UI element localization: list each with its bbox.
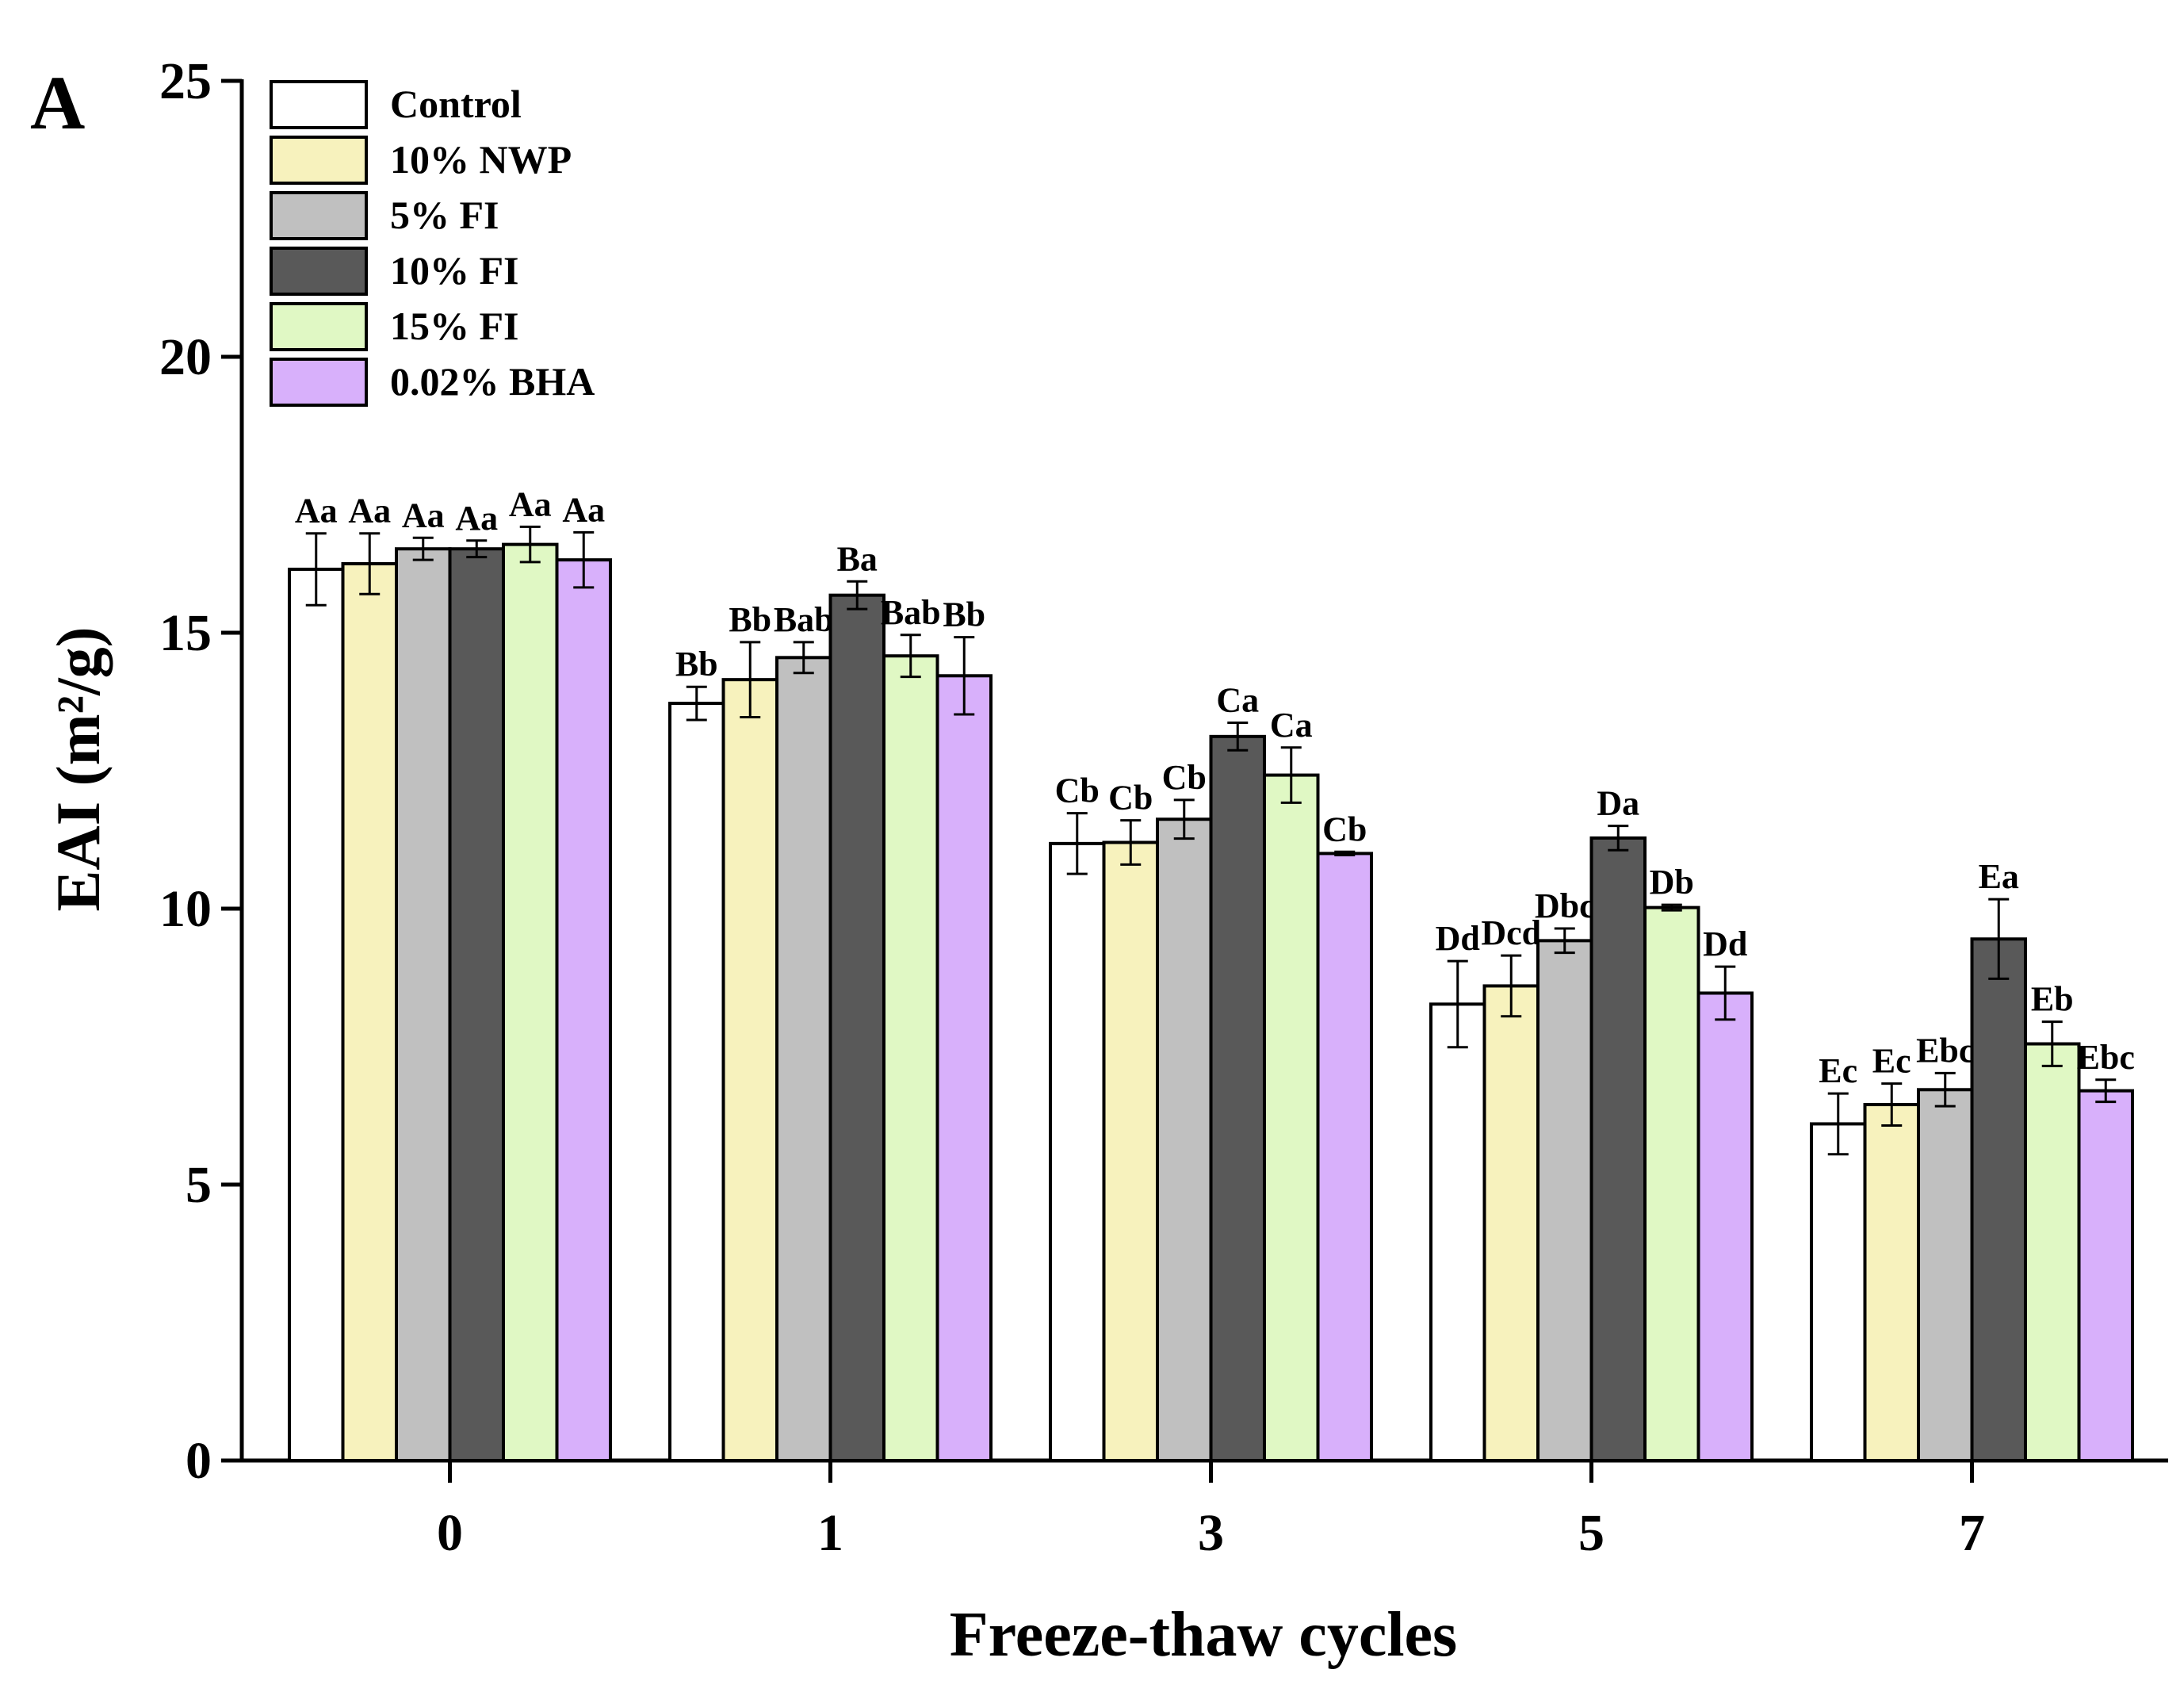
data-label: Bab	[774, 600, 834, 639]
data-label: Aa	[455, 499, 498, 538]
bar	[288, 567, 345, 1463]
y-tick-label: 25	[159, 52, 212, 110]
data-label: Ebc	[2077, 1038, 2135, 1077]
data-label: Bb	[943, 595, 985, 634]
legend-entry: Control	[390, 82, 522, 126]
data-label: Da	[1597, 784, 1639, 823]
bar	[2024, 1042, 2081, 1462]
bar	[828, 593, 885, 1462]
x-tick-label: 7	[1959, 1504, 1985, 1562]
legend-swatch	[270, 358, 368, 407]
bar	[1156, 817, 1213, 1463]
y-axis: 0 5 10 15 20 25	[159, 52, 244, 1490]
data-label: Cb	[1322, 810, 1367, 848]
data-label: Ebc	[1916, 1031, 1974, 1070]
bar	[1049, 841, 1106, 1462]
bar	[882, 654, 939, 1462]
data-label: Cb	[1108, 779, 1153, 817]
bar	[1102, 840, 1159, 1462]
bar	[1643, 905, 1700, 1463]
legend-entry: 10% FI	[390, 248, 519, 293]
bar	[502, 542, 559, 1462]
x-tick-label: 1	[817, 1504, 843, 1562]
data-label: Ea	[1979, 857, 2019, 896]
legend-entry: 5% FI	[390, 193, 499, 237]
bar	[341, 562, 398, 1462]
data-label: Dd	[1436, 919, 1480, 958]
data-label: Cb	[1055, 771, 1100, 810]
legend-entry: 0.02% BHA	[390, 359, 595, 404]
y-tick-label: 15	[159, 604, 212, 662]
bar	[2077, 1089, 2134, 1463]
x-tick-label: 3	[1198, 1504, 1224, 1562]
bar	[1810, 1122, 1867, 1462]
bar	[1482, 984, 1540, 1462]
legend-entry: 15% FI	[390, 304, 519, 348]
data-label: Bb	[729, 600, 771, 639]
data-label: Ec	[1819, 1051, 1857, 1090]
bar	[1263, 773, 1320, 1462]
data-label: Bab	[881, 593, 941, 632]
legend-swatch	[270, 247, 368, 296]
bar	[721, 678, 778, 1462]
bar	[1863, 1103, 1920, 1462]
bar	[1917, 1088, 1974, 1462]
y-tick-label: 0	[186, 1432, 212, 1490]
x-tick-label: 5	[1578, 1504, 1605, 1562]
panel-label: A	[30, 60, 85, 145]
data-label: Ba	[837, 539, 878, 578]
legend-swatch	[270, 191, 368, 240]
y-tick-label: 5	[186, 1156, 212, 1214]
legend-swatch	[270, 302, 368, 351]
data-label: Aa	[562, 490, 605, 529]
data-label: Dd	[1703, 925, 1747, 963]
bar	[1429, 1002, 1486, 1462]
data-label: Aa	[509, 484, 552, 523]
y-axis-label: EAI (m²/g)	[44, 626, 113, 911]
bar	[395, 547, 452, 1462]
data-label: Aa	[402, 496, 445, 534]
x-axis: 0 1 3 5 7	[242, 1458, 2168, 1562]
data-label: Ca	[1216, 680, 1259, 719]
bar	[1589, 836, 1647, 1462]
data-label: Aa	[295, 492, 338, 530]
bar	[448, 547, 505, 1462]
data-label: Db	[1650, 863, 1694, 902]
legend-swatch	[270, 80, 368, 129]
bar	[935, 674, 993, 1462]
bar	[555, 558, 612, 1462]
bar	[1209, 734, 1266, 1462]
legend: Control 10% NWP 5% FI 10% FI 15% FI 0.02% BHA	[270, 80, 595, 407]
data-label: Eb	[2031, 980, 2074, 1019]
data-label: Ca	[1270, 706, 1313, 745]
data-label: Ec	[1872, 1042, 1911, 1081]
bar	[775, 656, 832, 1462]
bar	[668, 702, 725, 1462]
legend-entry: 10% NWP	[390, 137, 572, 182]
bar	[1970, 937, 2027, 1462]
legend-swatch	[270, 136, 368, 185]
x-tick-label: 0	[437, 1504, 463, 1562]
data-label: Dcd	[1481, 913, 1541, 952]
y-tick-label: 20	[159, 328, 212, 386]
data-label: Aa	[348, 492, 391, 530]
bar	[1696, 991, 1754, 1463]
y-tick-label: 10	[159, 880, 212, 938]
x-axis-label: Freeze-thaw cycles	[950, 1600, 1457, 1670]
bar	[1316, 852, 1373, 1462]
data-label: Bb	[675, 645, 718, 683]
bar	[1536, 939, 1593, 1463]
data-label: Dbc	[1535, 886, 1595, 925]
data-label: Cb	[1162, 758, 1207, 797]
